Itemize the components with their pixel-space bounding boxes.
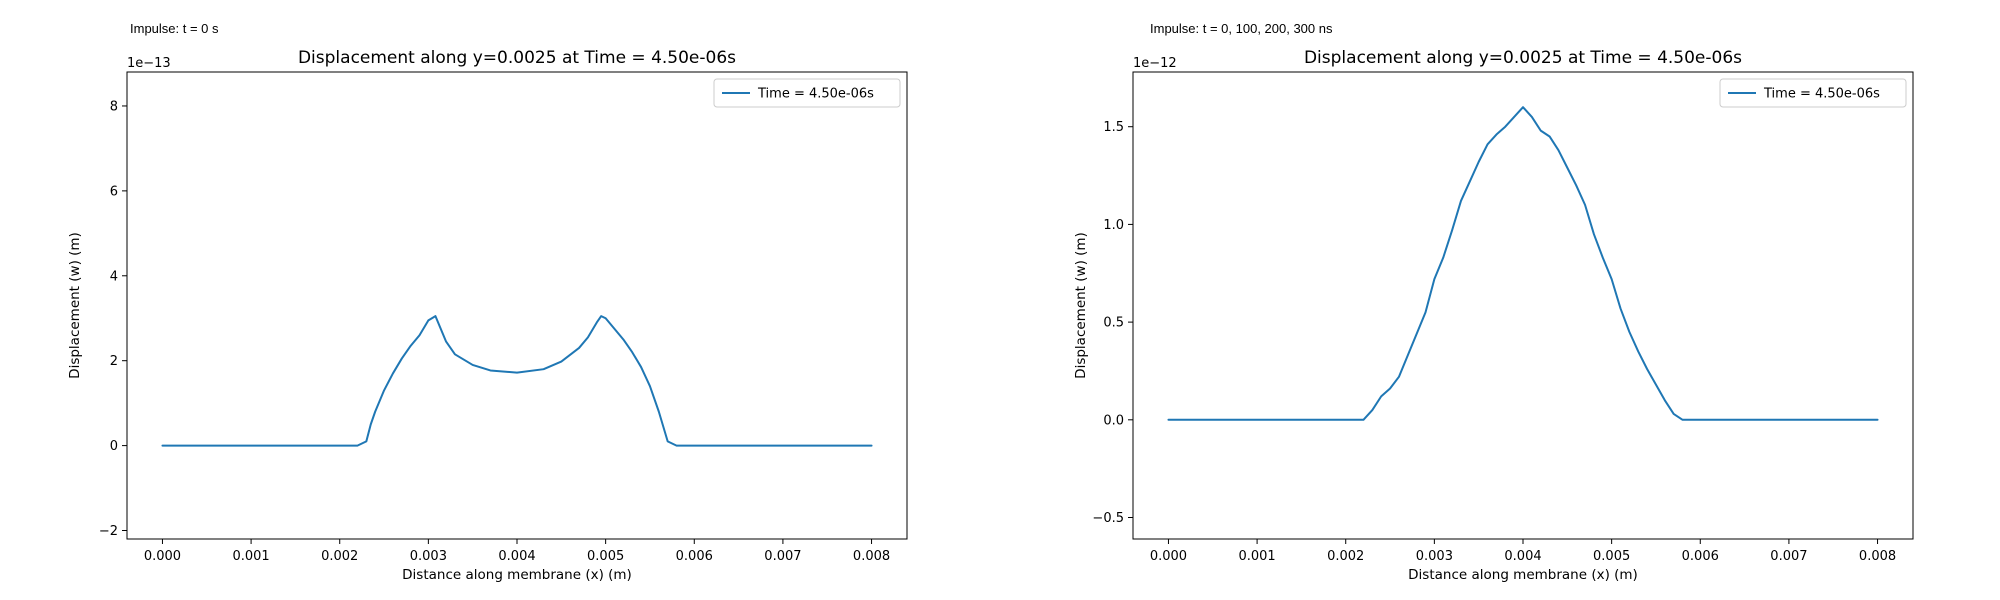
plot-frame xyxy=(126,71,908,540)
series-line xyxy=(1167,106,1879,421)
x-tick-label: 0.003 xyxy=(1416,549,1453,564)
x-tick-label: 0.004 xyxy=(1504,549,1541,564)
x-tick-label: 0.007 xyxy=(1770,549,1807,564)
x-tick-label: 0.000 xyxy=(1150,549,1187,564)
series-line xyxy=(161,315,873,447)
x-tick-label: 0.005 xyxy=(587,549,624,564)
x-tick-label: 0.007 xyxy=(764,549,801,564)
x-tick-label: 0.003 xyxy=(410,549,447,564)
y-tick-label: 1.5 xyxy=(1103,120,1124,135)
x-tick-label: 0.008 xyxy=(1859,549,1896,564)
legend-box xyxy=(1719,78,1907,108)
x-tick-label: 0.000 xyxy=(144,549,181,564)
plot-frame xyxy=(1132,71,1914,540)
y-tick-label: 0.0 xyxy=(1103,413,1124,428)
x-tick-label: 0.005 xyxy=(1593,549,1630,564)
x-tick-label: 0.002 xyxy=(1327,549,1364,564)
x-tick-label: 0.006 xyxy=(676,549,713,564)
y-tick-label: 8 xyxy=(110,99,118,114)
chart-title: Displacement along y=0.0025 at Time = 4.… xyxy=(1304,48,1742,68)
displacement-chart: Displacement along y=0.0025 at Time = 4.… xyxy=(1073,48,1914,583)
x-tick-label: 0.006 xyxy=(1682,549,1719,564)
y-tick-label: −2 xyxy=(99,524,118,539)
impulse-caption: Impulse: t = 0 s xyxy=(130,21,219,36)
legend: Time = 4.50e-06s xyxy=(713,78,901,108)
y-tick-label: −0.5 xyxy=(1092,511,1124,526)
legend-entry: Time = 4.50e-06s xyxy=(757,87,874,102)
x-tick-label: 0.004 xyxy=(498,549,535,564)
y-tick-label: 1.0 xyxy=(1103,218,1124,233)
y-tick-label: 6 xyxy=(110,184,118,199)
y-axis-label: Displacement (w) (m) xyxy=(67,232,83,379)
displacement-chart: Displacement along y=0.0025 at Time = 4.… xyxy=(67,48,908,583)
y-tick-label: 2 xyxy=(110,354,118,369)
impulse-caption: Impulse: t = 0, 100, 200, 300 ns xyxy=(1150,21,1333,36)
left-chart-panel: Impulse: t = 0 s Displacement along y=0.… xyxy=(67,21,908,583)
x-tick-label: 0.001 xyxy=(232,549,269,564)
y-offset-label: 1e−13 xyxy=(127,56,171,71)
legend-entry: Time = 4.50e-06s xyxy=(1763,87,1880,102)
x-tick-label: 0.001 xyxy=(1238,549,1275,564)
legend-box xyxy=(713,78,901,108)
x-axis-label: Distance along membrane (x) (m) xyxy=(1408,567,1638,583)
y-tick-label: 4 xyxy=(110,269,118,284)
x-tick-label: 0.002 xyxy=(321,549,358,564)
y-offset-label: 1e−12 xyxy=(1133,56,1177,71)
right-chart-panel: Impulse: t = 0, 100, 200, 300 ns Displac… xyxy=(1000,0,2000,600)
x-axis-label: Distance along membrane (x) (m) xyxy=(402,567,632,583)
y-tick-label: 0.5 xyxy=(1103,316,1124,331)
chart-title: Displacement along y=0.0025 at Time = 4.… xyxy=(298,48,736,68)
x-tick-label: 0.008 xyxy=(853,549,890,564)
y-axis-label: Displacement (w) (m) xyxy=(1073,232,1089,379)
y-tick-label: 0 xyxy=(110,439,118,454)
legend: Time = 4.50e-06s xyxy=(1719,78,1907,108)
